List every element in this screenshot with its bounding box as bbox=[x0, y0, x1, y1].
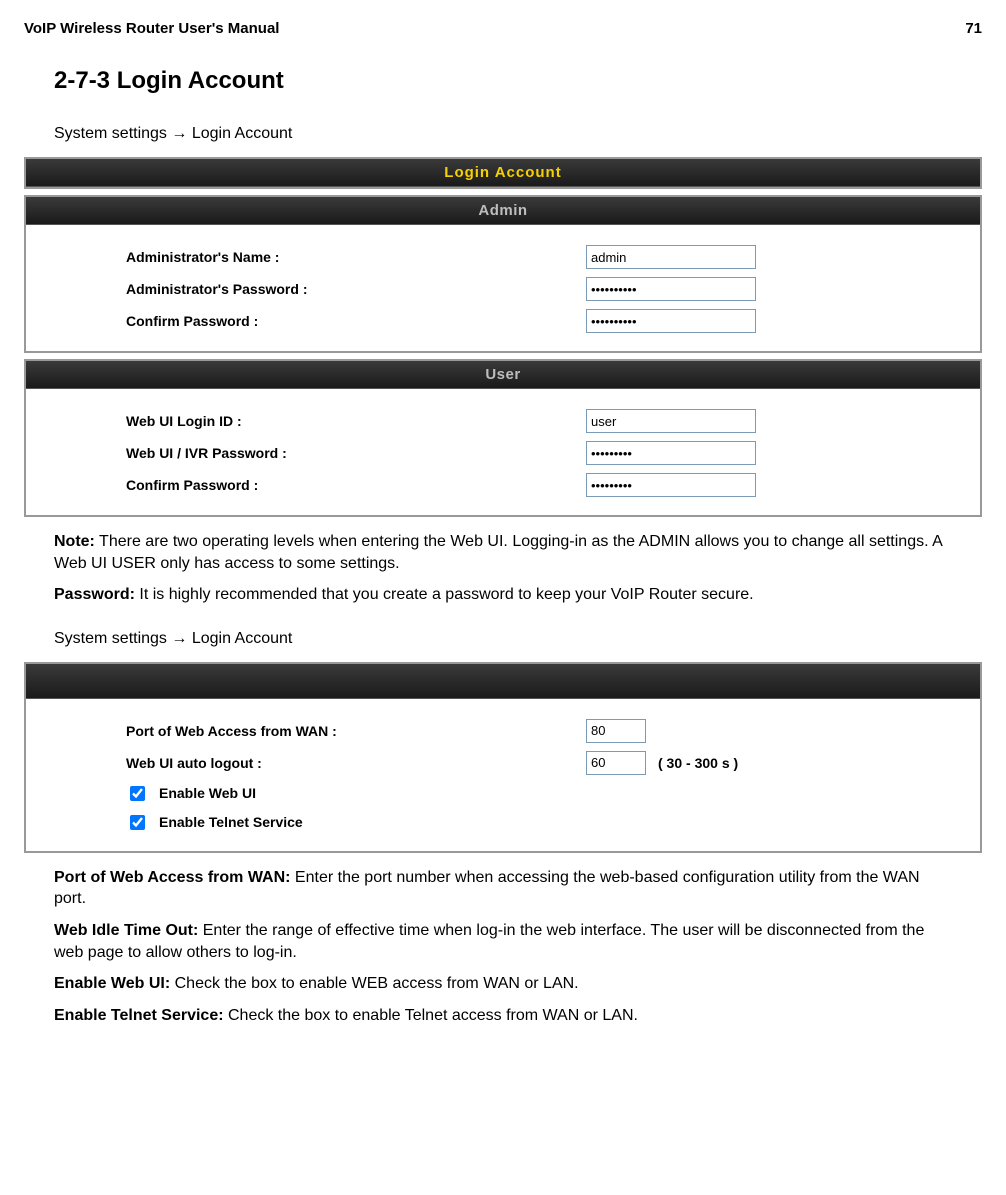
enable-telnet-label: Enable Telnet Service bbox=[159, 814, 303, 830]
panel-user-body: Web UI Login ID : Web UI / IVR Password … bbox=[26, 389, 980, 515]
password-body: It is highly recommended that you create… bbox=[135, 586, 754, 603]
logout-suffix: ( 30 - 300 s ) bbox=[646, 755, 738, 771]
enable-web-checkbox[interactable] bbox=[130, 786, 145, 801]
def-web: Enable Web UI: Check the box to enable W… bbox=[54, 973, 952, 995]
port-input-wrap bbox=[586, 719, 646, 743]
def-telnet-label: Enable Telnet Service: bbox=[54, 1007, 224, 1024]
logout-input-wrap bbox=[586, 751, 646, 775]
page-number: 71 bbox=[965, 20, 982, 37]
port-input[interactable] bbox=[586, 719, 646, 743]
user-login-row: Web UI Login ID : bbox=[26, 405, 980, 437]
admin-name-label: Administrator's Name : bbox=[26, 249, 586, 265]
panel-login-title: Login Account bbox=[26, 159, 980, 187]
note-label: Note: bbox=[54, 533, 95, 550]
password-label: Password: bbox=[54, 586, 135, 603]
def-port-label: Port of Web Access from WAN: bbox=[54, 869, 290, 886]
port-row: Port of Web Access from WAN : bbox=[26, 715, 980, 747]
panel-access-body: Port of Web Access from WAN : Web UI aut… bbox=[26, 699, 980, 851]
panel-access-header bbox=[26, 664, 980, 699]
panel-user: User Web UI Login ID : Web UI / IVR Pass… bbox=[24, 359, 982, 517]
panel-access: Port of Web Access from WAN : Web UI aut… bbox=[24, 662, 982, 853]
admin-confirm-input-wrap bbox=[586, 309, 756, 333]
admin-pw-row: Administrator's Password : bbox=[26, 273, 980, 305]
section-heading: 2-7-3 Login Account bbox=[54, 67, 982, 95]
admin-name-input[interactable] bbox=[586, 245, 756, 269]
user-login-label: Web UI Login ID : bbox=[26, 413, 586, 429]
user-pw-label: Web UI / IVR Password : bbox=[26, 445, 586, 461]
admin-name-row: Administrator's Name : bbox=[26, 241, 980, 273]
def-telnet-text: Check the box to enable Telnet access fr… bbox=[224, 1007, 638, 1024]
def-port: Port of Web Access from WAN: Enter the p… bbox=[54, 867, 952, 910]
doc-title: VoIP Wireless Router User's Manual bbox=[24, 20, 279, 37]
note-text: Note: There are two operating levels whe… bbox=[54, 531, 952, 574]
user-confirm-input[interactable] bbox=[586, 473, 756, 497]
admin-pw-input-wrap bbox=[586, 277, 756, 301]
user-login-input[interactable] bbox=[586, 409, 756, 433]
admin-confirm-row: Confirm Password : bbox=[26, 305, 980, 337]
logout-row: Web UI auto logout : ( 30 - 300 s ) bbox=[26, 747, 980, 779]
note-body: There are two operating levels when ente… bbox=[54, 533, 942, 572]
admin-confirm-input[interactable] bbox=[586, 309, 756, 333]
admin-pw-input[interactable] bbox=[586, 277, 756, 301]
enable-telnet-checkbox[interactable] bbox=[130, 815, 145, 830]
user-confirm-label: Confirm Password : bbox=[26, 477, 586, 493]
panel-login-account: Login Account bbox=[24, 157, 982, 189]
def-idle-label: Web Idle Time Out: bbox=[54, 922, 198, 939]
enable-web-label: Enable Web UI bbox=[159, 785, 256, 801]
panel-admin: Admin Administrator's Name : Administrat… bbox=[24, 195, 982, 353]
enable-telnet-row: Enable Telnet Service bbox=[26, 808, 980, 837]
admin-pw-label: Administrator's Password : bbox=[26, 281, 586, 297]
def-telnet: Enable Telnet Service: Check the box to … bbox=[54, 1005, 952, 1027]
user-confirm-input-wrap bbox=[586, 473, 756, 497]
user-pw-row: Web UI / IVR Password : bbox=[26, 437, 980, 469]
doc-header: VoIP Wireless Router User's Manual 71 bbox=[24, 20, 982, 37]
user-pw-input[interactable] bbox=[586, 441, 756, 465]
admin-name-input-wrap bbox=[586, 245, 756, 269]
password-text: Password: It is highly recommended that … bbox=[54, 584, 952, 606]
breadcrumb-2: System settings → Login Account bbox=[54, 630, 982, 648]
page-container: VoIP Wireless Router User's Manual 71 2-… bbox=[0, 0, 1006, 1066]
logout-label: Web UI auto logout : bbox=[26, 755, 586, 771]
port-label: Port of Web Access from WAN : bbox=[26, 723, 586, 739]
enable-web-row: Enable Web UI bbox=[26, 779, 980, 808]
def-idle: Web Idle Time Out: Enter the range of ef… bbox=[54, 920, 952, 963]
panel-admin-title: Admin bbox=[26, 197, 980, 225]
panel-user-title: User bbox=[26, 361, 980, 389]
def-web-label: Enable Web UI: bbox=[54, 975, 170, 992]
user-login-input-wrap bbox=[586, 409, 756, 433]
logout-input[interactable] bbox=[586, 751, 646, 775]
def-web-text: Check the box to enable WEB access from … bbox=[170, 975, 578, 992]
user-pw-input-wrap bbox=[586, 441, 756, 465]
breadcrumb: System settings → Login Account bbox=[54, 125, 982, 143]
admin-confirm-label: Confirm Password : bbox=[26, 313, 586, 329]
user-confirm-row: Confirm Password : bbox=[26, 469, 980, 501]
panel-admin-body: Administrator's Name : Administrator's P… bbox=[26, 225, 980, 351]
